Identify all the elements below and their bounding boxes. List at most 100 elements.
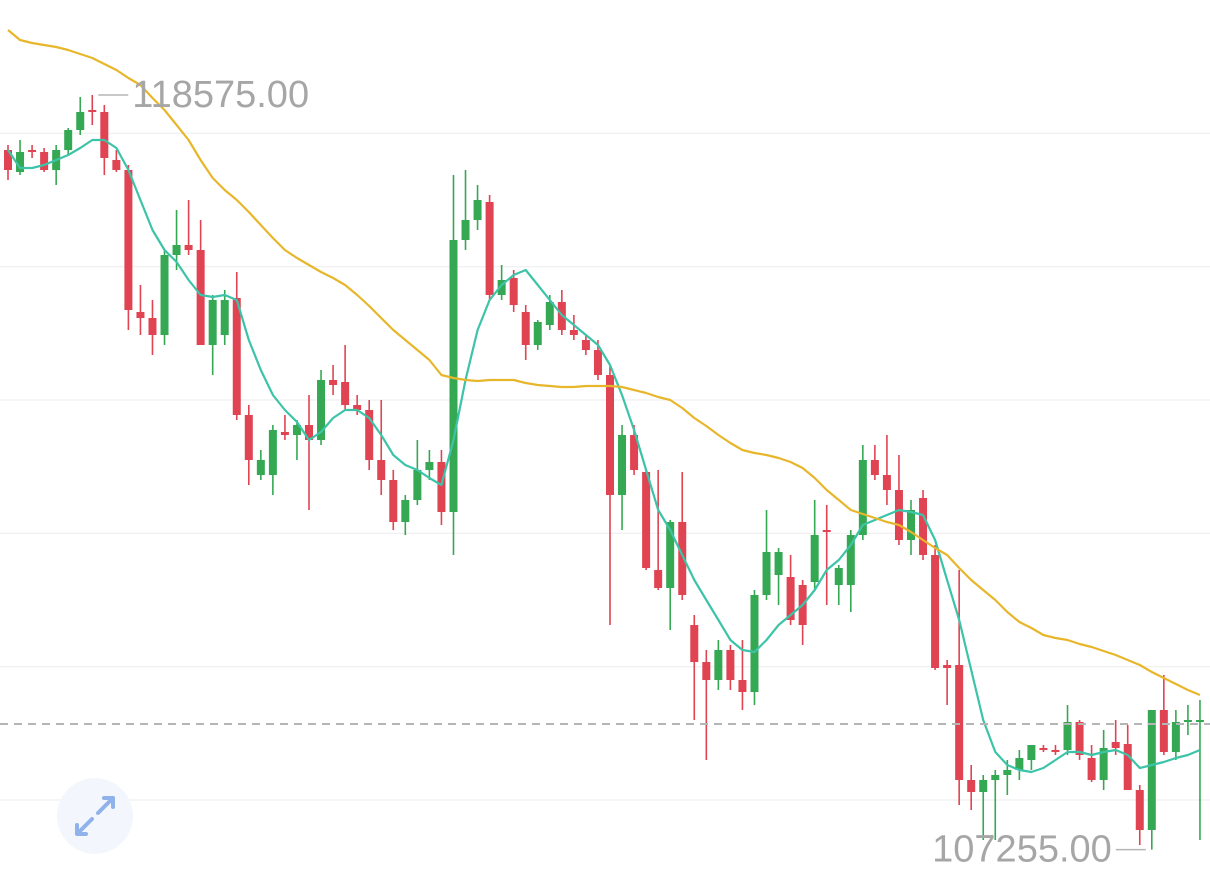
candle-body xyxy=(112,160,121,170)
moving-averages xyxy=(0,29,1210,774)
candle-body xyxy=(1075,722,1084,755)
candle-body xyxy=(353,405,362,410)
candle-body xyxy=(931,555,940,668)
candle-body xyxy=(834,568,843,585)
candle-body xyxy=(256,460,265,475)
candle-body xyxy=(1111,742,1120,748)
candle-body xyxy=(1003,770,1012,775)
candle-body xyxy=(172,245,181,255)
candle-body xyxy=(317,380,326,440)
candle-body xyxy=(413,470,422,500)
candles xyxy=(4,95,1204,850)
candle-body xyxy=(1063,722,1072,750)
candle-body xyxy=(786,577,795,620)
candle-body xyxy=(485,202,494,295)
candle-body xyxy=(606,375,614,495)
candle-body xyxy=(329,380,338,385)
candle-body xyxy=(401,500,410,522)
candle-body xyxy=(569,330,578,335)
candle-body xyxy=(136,312,145,318)
candle-body xyxy=(1015,758,1024,770)
candle-body xyxy=(738,680,747,692)
candle-body xyxy=(365,410,374,460)
expand-button-bg[interactable] xyxy=(57,778,133,854)
candle-body xyxy=(642,472,651,568)
candle-body xyxy=(40,152,49,170)
candle-body xyxy=(666,522,675,588)
candle-body xyxy=(268,430,277,475)
candle-body xyxy=(232,298,241,415)
candle-body xyxy=(1051,750,1060,752)
candle-body xyxy=(244,415,253,460)
candle-body xyxy=(894,490,903,540)
candle-body xyxy=(822,530,831,532)
candle-body xyxy=(305,425,313,440)
candle-body xyxy=(148,318,157,335)
candle-body xyxy=(208,300,217,345)
candle-body xyxy=(220,300,229,335)
candle-body xyxy=(750,595,759,692)
candle-body xyxy=(184,245,193,250)
candle-body xyxy=(4,150,12,170)
candle-body xyxy=(100,112,109,158)
candle-body xyxy=(389,480,398,522)
candle-body xyxy=(714,650,723,680)
candle-body xyxy=(377,460,386,480)
candle-body xyxy=(1171,722,1180,752)
candle-body xyxy=(449,240,458,512)
expand-icon[interactable] xyxy=(75,796,115,836)
candle-body xyxy=(810,535,819,582)
candle-body xyxy=(545,302,554,325)
candle-body xyxy=(497,280,506,295)
candle-body xyxy=(1039,748,1048,750)
candle-body xyxy=(64,130,73,150)
candle-body xyxy=(1123,744,1132,790)
candle-body xyxy=(678,522,687,595)
extreme-labels: 118575.00 107255.00 xyxy=(98,74,1146,871)
max-label: 118575.00 xyxy=(132,74,309,116)
candle-body xyxy=(1099,748,1108,780)
candle-body xyxy=(654,570,663,588)
candle-body xyxy=(1135,790,1144,830)
candle-body xyxy=(1159,710,1168,752)
candle-body xyxy=(521,312,530,345)
candle-body xyxy=(124,170,133,310)
candle-body xyxy=(196,250,205,345)
candle-body xyxy=(461,220,470,240)
candle-body xyxy=(690,625,699,662)
candle-body xyxy=(1087,758,1096,780)
ma-line xyxy=(7,138,1201,774)
candle-body xyxy=(726,650,735,680)
candle-body xyxy=(858,460,867,535)
ma-line xyxy=(7,29,1201,697)
candle-body xyxy=(774,552,783,575)
candle-body xyxy=(533,322,542,345)
grid xyxy=(0,132,1210,801)
candle-body xyxy=(630,435,639,470)
candle-body xyxy=(160,255,169,335)
candle-body xyxy=(292,425,301,435)
candle-body xyxy=(979,780,988,792)
candle-body xyxy=(593,350,602,375)
candle-body xyxy=(1195,720,1204,722)
candle-body xyxy=(1183,720,1192,722)
candle-body xyxy=(509,278,518,305)
candle-body xyxy=(1147,710,1156,830)
min-label: 107255.00 xyxy=(932,829,1112,871)
candle-body xyxy=(1027,745,1036,760)
candle-body xyxy=(76,112,85,130)
candle-body xyxy=(16,152,25,172)
candle-body xyxy=(967,780,976,792)
candle-body xyxy=(28,150,37,152)
candle-body xyxy=(702,662,711,680)
candle-body xyxy=(762,552,771,595)
candle-body xyxy=(870,460,879,475)
candle-body xyxy=(943,665,952,668)
expand-button[interactable] xyxy=(57,778,133,854)
candle-body xyxy=(473,200,482,220)
candle-body xyxy=(341,382,350,405)
candle-body xyxy=(425,462,434,470)
candle-body xyxy=(919,498,928,555)
